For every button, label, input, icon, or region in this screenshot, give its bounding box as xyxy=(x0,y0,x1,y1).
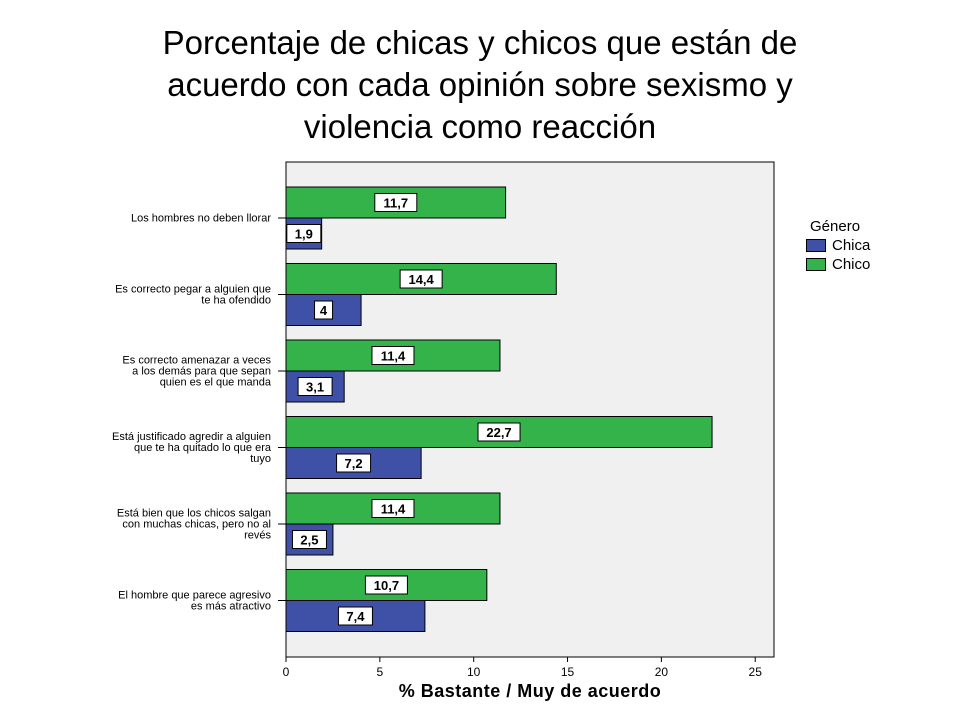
data-label-chico-2: 14,4 xyxy=(408,272,434,287)
chart-title-line-3: violencia como reacción xyxy=(303,108,657,145)
data-label-box-chica-5 xyxy=(291,530,327,549)
legend-label-chico: Chico xyxy=(832,256,871,273)
legend: Género Chica Chico xyxy=(806,218,870,274)
legend-title: Género xyxy=(810,218,861,235)
category-label-2-line-2: te ha ofendido xyxy=(201,295,271,307)
data-label-chica-5: 2,5 xyxy=(300,533,318,548)
category-label-2-line-1: Es correcto pegar a alguien que xyxy=(115,284,271,296)
data-label-chica-1: 1,9 xyxy=(295,227,313,242)
category-label-3-line-1: Es correcto amenazar a veces xyxy=(122,355,271,367)
data-label-box-chico-5 xyxy=(371,499,415,518)
data-label-box-chica-2 xyxy=(314,300,334,320)
x-tick-label-25: 25 xyxy=(749,665,763,679)
data-label-chico-5: 11,4 xyxy=(381,502,406,517)
category-label-1-line-1: Los hombres no deben llorar xyxy=(131,213,271,225)
data-label-box-chica-1 xyxy=(286,224,322,243)
legend-swatch-chica xyxy=(806,239,826,252)
bar-chico-3 xyxy=(285,339,501,372)
category-label-4-line-1: Está justificado agredir a alguien xyxy=(112,431,271,443)
x-axis-label: % Bastante / Muy de acuerdo xyxy=(398,681,662,701)
data-label-chica-6: 7,4 xyxy=(346,609,365,624)
category-label-6-line-2: es más atractivo xyxy=(191,601,271,613)
category-label-5-line-1: Está bien que los chicos salgan xyxy=(117,508,271,520)
data-label-chico-6: 10,7 xyxy=(374,578,399,593)
category-label-4-line-2: que te ha quitado lo que era xyxy=(134,442,272,454)
category-label-3-line-2: a los demás para que sepan xyxy=(132,366,271,378)
category-label-4-line-3: tuyo xyxy=(250,453,271,465)
legend-swatch-chico xyxy=(806,258,826,271)
legend-item-chica: Chica xyxy=(806,236,870,255)
legend-label-chica: Chica xyxy=(832,237,871,254)
data-label-box-chico-3 xyxy=(371,346,415,365)
x-tick-label-15: 15 xyxy=(561,665,575,679)
data-label-chica-2: 4 xyxy=(320,303,328,318)
chart-title: Porcentaje de chicas y chicos que están … xyxy=(80,22,880,148)
data-label-chica-4: 7,2 xyxy=(345,456,363,471)
category-label-5-line-3: revés xyxy=(244,530,271,542)
data-label-box-chica-3 xyxy=(297,377,333,396)
data-label-box-chico-2 xyxy=(399,269,443,289)
legend-item-chico: Chico xyxy=(806,255,870,274)
x-tick-label-0: 0 xyxy=(283,665,290,679)
data-label-box-chica-4 xyxy=(336,453,372,473)
data-label-box-chico-6 xyxy=(364,575,408,595)
data-label-box-chica-6 xyxy=(337,606,373,626)
data-label-chico-4: 22,7 xyxy=(486,425,511,440)
data-label-box-chico-1 xyxy=(374,193,418,212)
data-label-chico-1: 11,7 xyxy=(384,196,409,211)
chart-title-line-2: acuerdo con cada opinión sobre sexismo y xyxy=(167,66,793,103)
data-label-chica-3: 3,1 xyxy=(306,380,324,395)
data-label-chico-3: 11,4 xyxy=(381,349,406,364)
category-label-3-line-3: quien es el que manda xyxy=(160,377,272,389)
x-tick-label-20: 20 xyxy=(655,665,669,679)
data-label-box-chico-4 xyxy=(477,422,521,442)
category-label-6-line-1: El hombre que parece agresivo xyxy=(118,590,271,602)
x-tick-label-10: 10 xyxy=(467,665,481,679)
x-tick-label-5: 5 xyxy=(377,665,384,679)
chart-title-line-1: Porcentaje de chicas y chicos que están … xyxy=(162,24,798,61)
category-label-5-line-2: con muchas chicas, pero no al xyxy=(122,519,271,531)
